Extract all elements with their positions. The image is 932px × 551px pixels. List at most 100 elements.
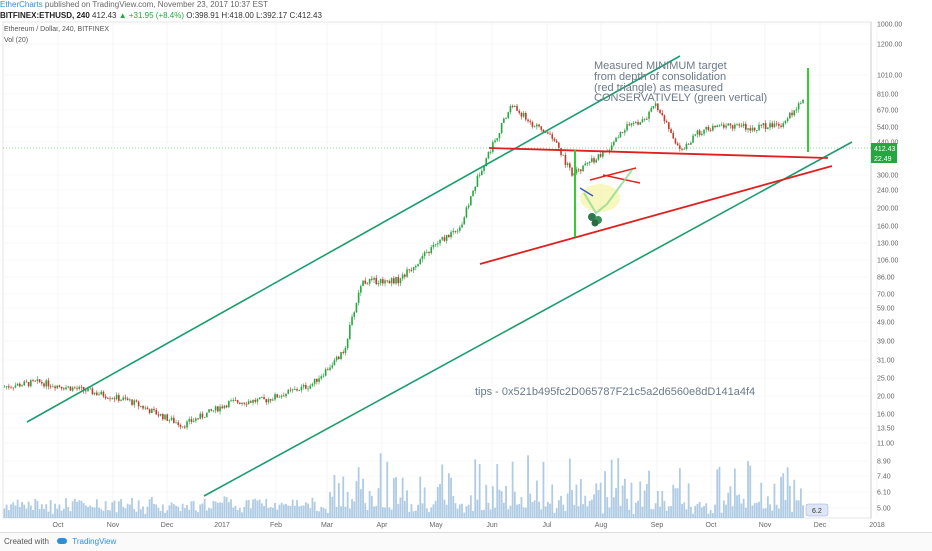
volume-bar (656, 490, 659, 518)
candle-body (340, 351, 342, 360)
candle-body (113, 398, 116, 400)
candle-body (628, 124, 631, 126)
time-tick-label: Aug (595, 522, 608, 529)
candle-body (747, 128, 749, 130)
candle-body (775, 123, 778, 125)
volume-bar (700, 507, 703, 518)
candle-body (518, 110, 521, 113)
volume-bar (474, 459, 477, 518)
volume-bar (650, 508, 653, 518)
price-tick-label: 7.40 (877, 474, 891, 481)
volume-bar (709, 510, 712, 518)
candle-body (401, 274, 404, 279)
candle-body (503, 118, 505, 123)
volume-bar (628, 509, 631, 518)
candle-body (434, 244, 437, 246)
volume-bar (212, 500, 215, 518)
candle-body (531, 122, 534, 127)
candle-body (610, 145, 613, 151)
candle-body (329, 367, 331, 370)
volume-bar (430, 507, 433, 518)
symbol-header: BITFINEX:ETHUSD, 240 412.43 ▲ +31.95 (+8… (0, 10, 880, 22)
tree-icon (588, 213, 602, 227)
volume-bar (256, 500, 259, 518)
volume-bar (208, 507, 210, 518)
target-note-line-3: (red triangle) as measured (594, 82, 723, 94)
candle-body (214, 406, 217, 411)
time-tick-label: Feb (270, 522, 282, 529)
candle-body (43, 383, 45, 387)
volume-bar (201, 503, 204, 518)
candle-body (294, 389, 296, 390)
volume-bar (654, 503, 657, 518)
candle-body (390, 278, 393, 284)
volume-bar (29, 505, 32, 518)
volume-bar (247, 499, 250, 518)
candle-body (672, 133, 675, 139)
candle-body (472, 190, 474, 197)
candle-body (599, 154, 602, 157)
candle-body (467, 205, 470, 208)
candle-body (412, 267, 415, 271)
volume-bar (282, 504, 285, 518)
candle-body (709, 130, 712, 131)
volume-bar (179, 511, 182, 518)
candle-body (751, 127, 754, 131)
candle-body (542, 129, 545, 133)
volume-bar (542, 461, 545, 518)
volume-bar (150, 496, 153, 518)
volume-bar (225, 497, 228, 518)
candle-body (368, 278, 371, 284)
volume-bar (274, 503, 276, 518)
volume-bar (571, 490, 573, 518)
candle-body (507, 112, 510, 118)
volume-bar (456, 508, 459, 518)
candle-body (247, 401, 250, 405)
candle-body (96, 392, 98, 395)
volume-bar (300, 505, 303, 518)
candle-body (756, 130, 758, 131)
candle-body (324, 369, 327, 376)
candle-body (351, 316, 353, 325)
tradingview-brand[interactable]: TradingView (72, 537, 117, 546)
volume-bar (579, 479, 582, 518)
volume-bar (401, 477, 404, 518)
volume-bar (219, 502, 221, 518)
candle-body (619, 132, 622, 138)
volume-bar (164, 512, 166, 518)
volume-bar (324, 509, 327, 518)
price-tick-label: 86.00 (877, 275, 895, 282)
volume-bar (205, 510, 208, 518)
volume-bar (747, 461, 749, 518)
triangle-lower-line (479, 165, 833, 265)
candle-body (126, 398, 129, 401)
volume-bar (388, 507, 391, 518)
candle-body (485, 158, 488, 167)
volume-bar (267, 507, 270, 518)
time-tick-label: Sep (651, 522, 664, 529)
volume-bar (562, 504, 565, 518)
candle-body (439, 239, 441, 244)
volume-bar (146, 506, 149, 518)
volume-bar (98, 507, 100, 518)
volume-bar (689, 506, 692, 518)
volume-bar (381, 507, 384, 518)
volume-bar (544, 506, 547, 518)
volume-bar (766, 496, 769, 518)
author-name[interactable]: EtherCharts (0, 0, 43, 9)
candle-body (118, 395, 120, 401)
volume-bar (467, 504, 470, 518)
candle-body (659, 109, 661, 113)
volume-bar (177, 506, 180, 518)
candle-body (56, 385, 59, 389)
candle-body (212, 410, 215, 412)
candle-body (492, 142, 494, 152)
volume-bar (632, 514, 635, 518)
candle-body (234, 400, 237, 401)
candle-body (516, 105, 518, 111)
volume-bar (432, 504, 435, 518)
candle-body (681, 148, 683, 150)
volume-bar (498, 489, 501, 518)
volume-bar (617, 458, 620, 518)
